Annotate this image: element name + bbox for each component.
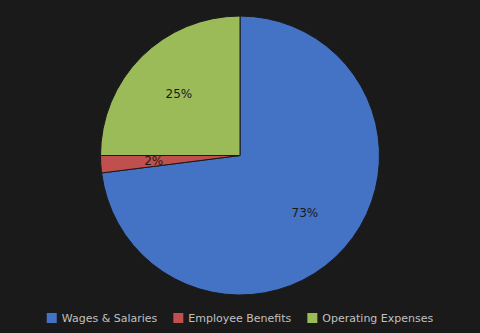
legend-item: Employee Benefits	[173, 312, 291, 325]
data-label: 2%	[144, 154, 163, 168]
data-labels: 73% 2% 25%	[144, 87, 318, 219]
data-label: 25%	[166, 87, 193, 101]
data-label: 73%	[292, 206, 319, 220]
legend-swatch	[173, 313, 183, 323]
legend-label: Operating Expenses	[322, 312, 433, 325]
pie-slice	[100, 16, 240, 156]
legend-label: Employee Benefits	[188, 312, 291, 325]
pie	[100, 16, 379, 295]
legend-item: Operating Expenses	[307, 312, 433, 325]
legend-swatch	[47, 313, 57, 323]
legend-item: Wages & Salaries	[47, 312, 158, 325]
legend: Wages & Salaries Employee Benefits Operati…	[47, 312, 434, 325]
legend-swatch	[307, 313, 317, 323]
chart: 73% 2% 25% Wages & Salaries Employee Benefit…	[0, 0, 480, 333]
pie-slice	[101, 156, 241, 173]
legend-label: Wages & Salaries	[62, 312, 158, 325]
